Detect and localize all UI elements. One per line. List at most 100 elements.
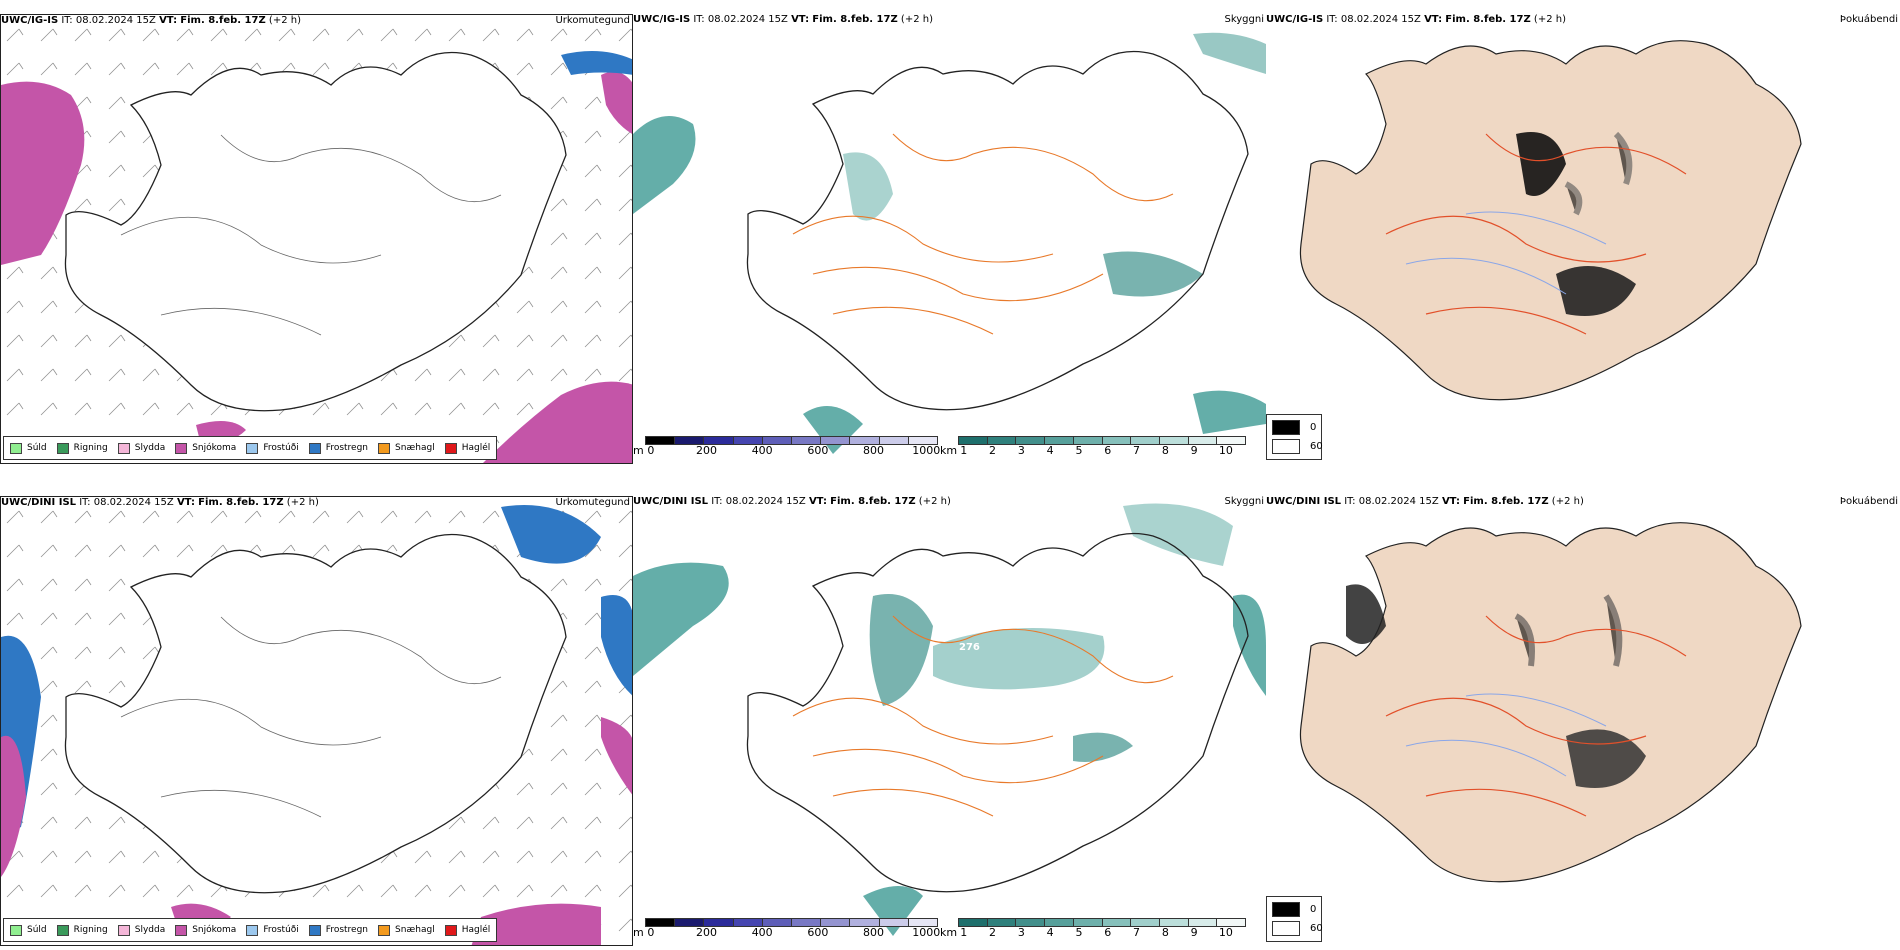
precip-type-panel-row1: UWC/IG-IS IT: 08.02.2024 15Z VT: Fim. 8.… [0, 14, 633, 464]
visibility-tick: 2 [989, 926, 997, 939]
altitude-tick: 600 [807, 926, 829, 939]
altitude-tick: 0 [647, 444, 655, 457]
vt-label: VT: [159, 15, 178, 26]
vis-label: 274 [995, 190, 1016, 201]
lead-time: (+2 h) [1551, 496, 1584, 507]
vis-label: 73 [971, 620, 985, 631]
lead-time: (+2 h) [900, 14, 933, 25]
visibility-tick: 5 [1075, 444, 1083, 457]
legend-item-frostregn: Frostregn [308, 924, 368, 936]
legend-item-sudl: Súld [10, 442, 47, 454]
model-name: UWC/DINI ISL [1, 497, 77, 508]
it-label: IT: [1344, 496, 1356, 507]
vt-value: Fim. 8.feb. 17Z [180, 15, 266, 26]
fog-legend-row1: 0 60 [1266, 414, 1323, 460]
panel-header-row1-vis: UWC/IG-IS IT: 08.02.2024 15Z VT: Fim. 8.… [633, 14, 933, 25]
visibility-tick: 2 [989, 444, 997, 457]
it-label: IT: [61, 15, 73, 26]
vt-label: VT: [791, 14, 810, 25]
it-value: 08.02.2024 15Z [1358, 496, 1439, 507]
visibility-unit: km [940, 444, 958, 457]
model-name: UWC/IG-IS [633, 14, 691, 25]
panel-title-vis-row1: Skyggni [1224, 14, 1264, 25]
legend-item-frostudi: Frostúði [246, 924, 299, 936]
visibility-tick: 9 [1190, 926, 1198, 939]
panel-title-precip-row2: Úrkomutegund [555, 497, 630, 508]
visibility-tick: 7 [1133, 926, 1141, 939]
altitude-tick: 1000 [912, 444, 941, 457]
legend-item-frostudi: Frostúði [246, 442, 299, 454]
it-label: IT: [711, 496, 723, 507]
legend-item-rigning: Rigning [56, 442, 108, 454]
model-name: UWC/DINI ISL [633, 496, 709, 507]
legend-item-haglel: Haglél [444, 442, 490, 454]
altitude-colorbar: m 0 200 400 600 800 1000 [633, 436, 941, 458]
visibility-colorbar: km 1 2 3 4 5 6 7 8 9 10 [940, 918, 1246, 940]
fog-indicator-panel-row1: UWC/IG-IS IT: 08.02.2024 15Z VT: Fim. 8.… [1266, 14, 1900, 464]
altitude-tick: 400 [751, 926, 773, 939]
visibility-unit: km [940, 926, 958, 939]
altitude-colorbar: m 0 200 400 600 800 1000 [633, 918, 941, 940]
vis-label: 350 [1125, 622, 1146, 633]
visibility-tick: 7 [1133, 444, 1141, 457]
fog-map-row2 [1299, 522, 1802, 883]
it-value: 08.02.2024 15Z [1340, 14, 1421, 25]
visibility-panel-row2: UWC/DINI ISL IT: 08.02.2024 15Z VT: Fim.… [633, 496, 1266, 946]
visibility-tick: 6 [1104, 444, 1112, 457]
vis-label: 947 [838, 908, 859, 919]
model-name: UWC/DINI ISL [1266, 496, 1342, 507]
precip-map-row2 [1, 497, 632, 945]
vt-label: VT: [1441, 496, 1460, 507]
fog-legend-label: 0 [1310, 904, 1317, 915]
it-label: IT: [79, 497, 91, 508]
vis-label: 79 [943, 150, 957, 161]
altitude-tick: 200 [696, 444, 718, 457]
vt-label: VT: [808, 496, 827, 507]
legend-item-snaehagl: Snæhagl [378, 924, 435, 936]
visibility-tick: 5 [1075, 926, 1083, 939]
panel-header-row2-precip: UWC/DINI ISL IT: 08.02.2024 15Z VT: Fim.… [1, 497, 319, 508]
precip-type-panel-row2: UWC/DINI ISL IT: 08.02.2024 15Z VT: Fim.… [0, 496, 633, 946]
panel-header-row1-fog: UWC/IG-IS IT: 08.02.2024 15Z VT: Fim. 8.… [1266, 14, 1566, 25]
lead-time: (+2 h) [918, 496, 951, 507]
legend-item-haglel: Haglél [444, 924, 490, 936]
visibility-tick: 10 [1218, 926, 1233, 939]
fog-legend-label: 0 [1310, 422, 1317, 433]
precip-type-legend: Súld Rigning Slydda Snjókoma Frostúði Fr… [3, 436, 498, 460]
vt-value: Fim. 8.feb. 17Z [830, 496, 916, 507]
altitude-tick: 400 [751, 444, 773, 457]
legend-item-rigning: Rigning [56, 924, 108, 936]
panel-title-vis-row2: Skyggni [1224, 496, 1264, 507]
panel-title-fog-row1: Þokuábendi [1839, 14, 1898, 25]
vis-label: 276 [959, 642, 980, 653]
fog-legend-row2: 0 60 [1266, 896, 1323, 942]
panel-title-fog-row2: Þokuábendi [1839, 496, 1898, 507]
visibility-tick: 3 [1017, 926, 1025, 939]
fog-indicator-panel-row2: UWC/DINI ISL IT: 08.02.2024 15Z VT: Fim.… [1266, 496, 1900, 946]
altitude-tick: 0 [647, 926, 655, 939]
vt-value: Fim. 8.feb. 17Z [198, 497, 284, 508]
it-value: 08.02.2024 15Z [75, 15, 156, 26]
legend-item-snaehagl: Snæhagl [378, 442, 435, 454]
altitude-tick: 200 [696, 926, 718, 939]
legend-item-slydda: Slydda [117, 924, 165, 936]
it-value: 08.02.2024 15Z [725, 496, 806, 507]
visibility-map-row1 [633, 32, 1266, 454]
altitude-tick: 1000 [912, 926, 941, 939]
it-label: IT: [693, 14, 705, 25]
it-label: IT: [1326, 14, 1338, 25]
altitude-unit: m [633, 444, 644, 457]
precip-type-legend: Súld Rigning Slydda Snjókoma Frostúði Fr… [3, 918, 498, 942]
fog-legend-label: 60 [1310, 923, 1323, 934]
fog-legend-label: 60 [1310, 441, 1323, 452]
visibility-panel-row1: UWC/IG-IS IT: 08.02.2024 15Z VT: Fim. 8.… [633, 14, 1266, 464]
visibility-tick: 10 [1218, 444, 1233, 457]
legend-item-frostregn: Frostregn [308, 442, 368, 454]
visibility-tick: 9 [1190, 444, 1198, 457]
lead-time: (+2 h) [268, 15, 301, 26]
fog-map-row1 [1299, 40, 1802, 401]
panel-title-precip-row1: Úrkomutegund [555, 15, 630, 26]
precip-map-row1 [1, 15, 632, 463]
visibility-tick: 1 [960, 444, 968, 457]
altitude-tick: 800 [863, 444, 885, 457]
